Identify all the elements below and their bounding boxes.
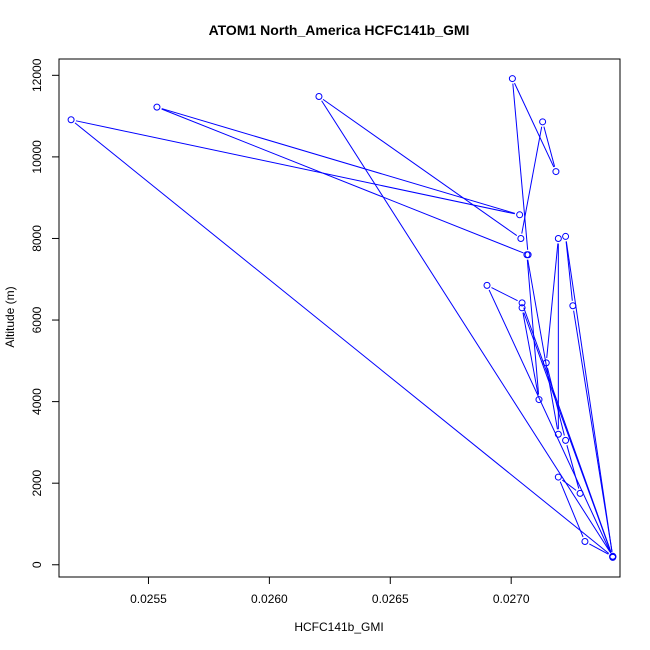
x-tick-label: 0.0255 <box>130 592 167 606</box>
series-lines <box>74 82 613 555</box>
x-axis: 0.0255 0.0260 0.0265 0.0270 <box>130 577 530 606</box>
series-segment <box>565 241 613 553</box>
series-segment <box>75 120 515 215</box>
series-segment <box>543 126 556 167</box>
data-point <box>516 211 524 219</box>
data-point <box>576 489 584 497</box>
data-point <box>518 299 526 307</box>
data-point <box>554 473 562 481</box>
y-tick-label: 10000 <box>30 140 44 174</box>
y-axis-label: Altitude (m) <box>3 286 17 347</box>
data-point <box>542 359 550 367</box>
data-point <box>554 234 562 242</box>
series-segment <box>74 122 610 554</box>
series-segment <box>512 83 529 250</box>
x-tick-label: 0.0270 <box>493 592 530 606</box>
data-point <box>539 118 547 126</box>
series-segment <box>546 243 559 358</box>
series-segment <box>161 108 515 214</box>
data-point <box>581 538 589 546</box>
series-segment <box>527 259 558 430</box>
series-segment <box>321 100 611 553</box>
x-tick-label: 0.0265 <box>372 592 409 606</box>
series-segment <box>565 241 573 301</box>
series-segment <box>573 310 613 552</box>
series-segment <box>589 543 609 555</box>
data-point <box>554 430 562 438</box>
data-point <box>552 168 560 176</box>
data-point <box>483 281 491 289</box>
chart-title: ATOM1 North_America HCFC141b_GMI <box>209 22 470 38</box>
y-tick-label: 12000 <box>30 58 44 92</box>
data-point <box>153 103 161 111</box>
data-point <box>517 234 525 242</box>
series-segment <box>526 259 540 395</box>
data-point <box>569 302 577 310</box>
y-tick-label: 6000 <box>30 306 44 333</box>
data-point <box>508 75 516 83</box>
series-segment <box>161 108 524 254</box>
series-segment <box>522 312 539 395</box>
x-tick-label: 0.0260 <box>251 592 288 606</box>
series-segment <box>491 287 518 302</box>
data-point <box>67 116 75 124</box>
data-point <box>609 553 617 561</box>
data-point <box>535 396 543 404</box>
data-point <box>524 251 532 259</box>
y-tick-label: 0 <box>30 561 44 568</box>
data-point <box>518 304 526 312</box>
series-segment <box>514 82 555 168</box>
series-segment <box>566 445 580 489</box>
y-tick-label: 2000 <box>30 470 44 497</box>
y-tick-label: 4000 <box>30 388 44 415</box>
data-point <box>562 436 570 444</box>
plot-frame <box>58 58 621 578</box>
plot-border <box>58 58 621 578</box>
series-points <box>67 75 617 561</box>
series-segment <box>523 307 612 553</box>
data-point <box>562 232 570 240</box>
series-segment <box>322 98 518 236</box>
x-axis-label: HCFC141b_GMI <box>294 620 383 634</box>
series-segment <box>488 289 612 554</box>
y-tick-label: 8000 <box>30 225 44 252</box>
data-point <box>315 93 323 101</box>
y-axis: 0 2000 4000 6000 8000 10000 12000 <box>30 58 59 568</box>
series-segment <box>559 481 584 538</box>
